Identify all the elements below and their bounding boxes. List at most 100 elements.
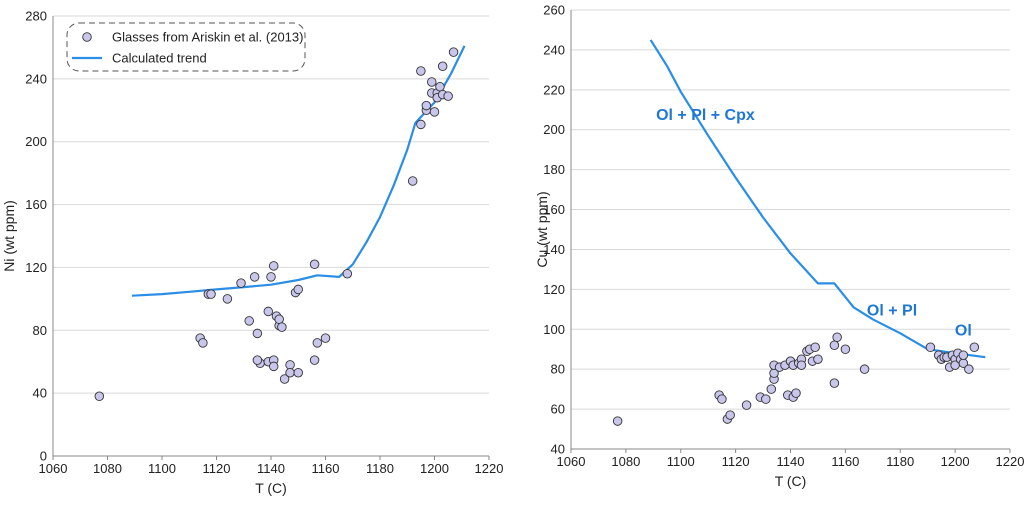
cu-glass-data-point [761,394,771,404]
ni-glass-data-point [236,278,246,288]
x-tick-label: 1220 [475,461,504,476]
ni-glass-data-point [285,360,295,370]
ni-glass-data-point [435,81,445,92]
y-tick-label: 120 [25,260,47,275]
phase-annotation: Ol + Pl + Cpx [656,107,755,124]
ni-glass-data-point [448,47,459,57]
x-tick-label: 1100 [148,461,176,476]
ni-glass-data-point [274,314,284,325]
ni-glass-data-point [94,391,105,402]
ni-glass-data-point [222,294,233,304]
cu-glass-data-point [840,344,851,354]
ni-glass-data-point [293,367,304,378]
x-tick-label: 1060 [39,461,68,476]
ni-glass-data-point [342,268,353,279]
ni-glass-data-point [268,261,279,271]
ni-glass-data-point [407,176,418,186]
cu-glass-data-point [741,400,752,410]
ni-glass-data-point [263,306,274,317]
ni-chart: 1060 1080 1100 1120 1140 1160 1180 1200 1220 0 40 8… [1,9,503,497]
ni-glass-data-point [206,289,216,299]
y-tick-label: 40 [551,442,565,457]
legend-box [66,22,306,72]
ni-glass-data-point [429,107,440,117]
ni-glass-data-point [437,61,448,72]
y-tick-label: 280 [25,9,47,24]
cu-calculated-trend-line [649,39,986,359]
x-axis-title: T (C) [775,473,807,489]
ni-glass-data-point [443,91,453,101]
ni-glass-data-point [320,333,331,343]
legend-label-trend: Calculated trend [112,51,207,66]
legend-label-glasses: Glasses from Ariskin et al. (2013) [112,30,303,45]
cu-glass-data-point [859,364,870,374]
cu-glass-data-point [725,410,735,420]
y-tick-label: 140 [543,242,565,257]
x-tick-label: 1080 [611,454,640,469]
cu-glass-data-point [964,364,974,374]
ni-glass-data-point [277,322,287,332]
x-tick-label: 1200 [941,454,970,469]
x-tick-label: 1200 [420,461,449,476]
x-tick-label: 1100 [667,454,695,469]
x-tick-label: 1080 [93,461,122,476]
cu-glass-data-point [969,342,980,352]
cu-glass-data-point [925,342,936,352]
x-tick-label: 1120 [203,461,231,476]
x-tick-label: 1180 [886,454,914,469]
y-tick-label: 200 [543,122,565,137]
cu-glass-data-point [813,354,823,364]
cu-glass-data-point [717,394,727,404]
y-tick-label: 160 [25,197,47,212]
y-tick-label: 80 [33,323,47,338]
ni-glass-data-point [244,316,254,326]
ni-glass-data-point [416,66,426,76]
cu-glass-data-point [766,384,777,394]
cu-glass-data-point [810,342,820,352]
cu-glass-data-point [791,388,801,398]
ni-glass-data-point [421,100,432,111]
ni-calculated-trend-line [131,45,466,297]
cu-glass-data-point [829,340,840,350]
cu-glass-data-point [958,350,969,360]
y-tick-label: 220 [543,82,565,97]
x-tick-label: 1060 [557,454,586,469]
x-tick-label: 1180 [366,461,394,476]
cu-glass-data-point [829,378,840,388]
x-tick-label: 1160 [312,461,340,476]
y-tick-label: 60 [551,402,565,417]
y-tick-label: 0 [40,449,47,464]
cu-glass-data-point [832,332,842,343]
ni-glass-data-point [198,338,208,348]
y-tick-label: 160 [543,202,565,217]
y-tick-label: 100 [543,322,565,337]
y-tick-label: 120 [543,282,565,297]
y-tick-label: 260 [543,3,565,18]
y-tick-label: 40 [33,386,47,401]
ni-glass-data-point [249,272,260,282]
ni-glass-data-point [279,374,290,384]
cu-glass-data-point [796,360,807,370]
ni-glass-data-point [252,355,263,365]
legend-point-swatch [82,32,92,42]
y-tick-label: 240 [25,71,47,86]
x-tick-label: 1140 [777,454,805,469]
x-tick-label: 1140 [257,461,285,476]
ni-glass-data-point [309,259,320,270]
legend: Glasses from Ariskin et al. (2013) Calcul… [66,22,306,72]
ni-glass-data-point [416,119,426,130]
cu-glass-data-point [612,416,623,426]
ni-glass-data-point [285,367,295,378]
x-tick-label: 1220 [996,454,1024,469]
cu-chart: 1060 1080 1100 1120 1140 1160 1180 1200 1220 40 60… [534,3,1024,490]
ni-glass-data-point [252,328,263,339]
phase-annotation: Ol [955,322,972,339]
phase-annotation: Ol + Pl [867,302,917,319]
ni-glass-data-point [268,361,279,372]
x-tick-label: 1120 [722,454,750,469]
ni-glass-data-point [427,77,437,87]
y-tick-label: 200 [25,134,47,149]
y-tick-label: 180 [543,162,565,177]
y-axis-title: Cu (wt ppm) [534,191,550,267]
